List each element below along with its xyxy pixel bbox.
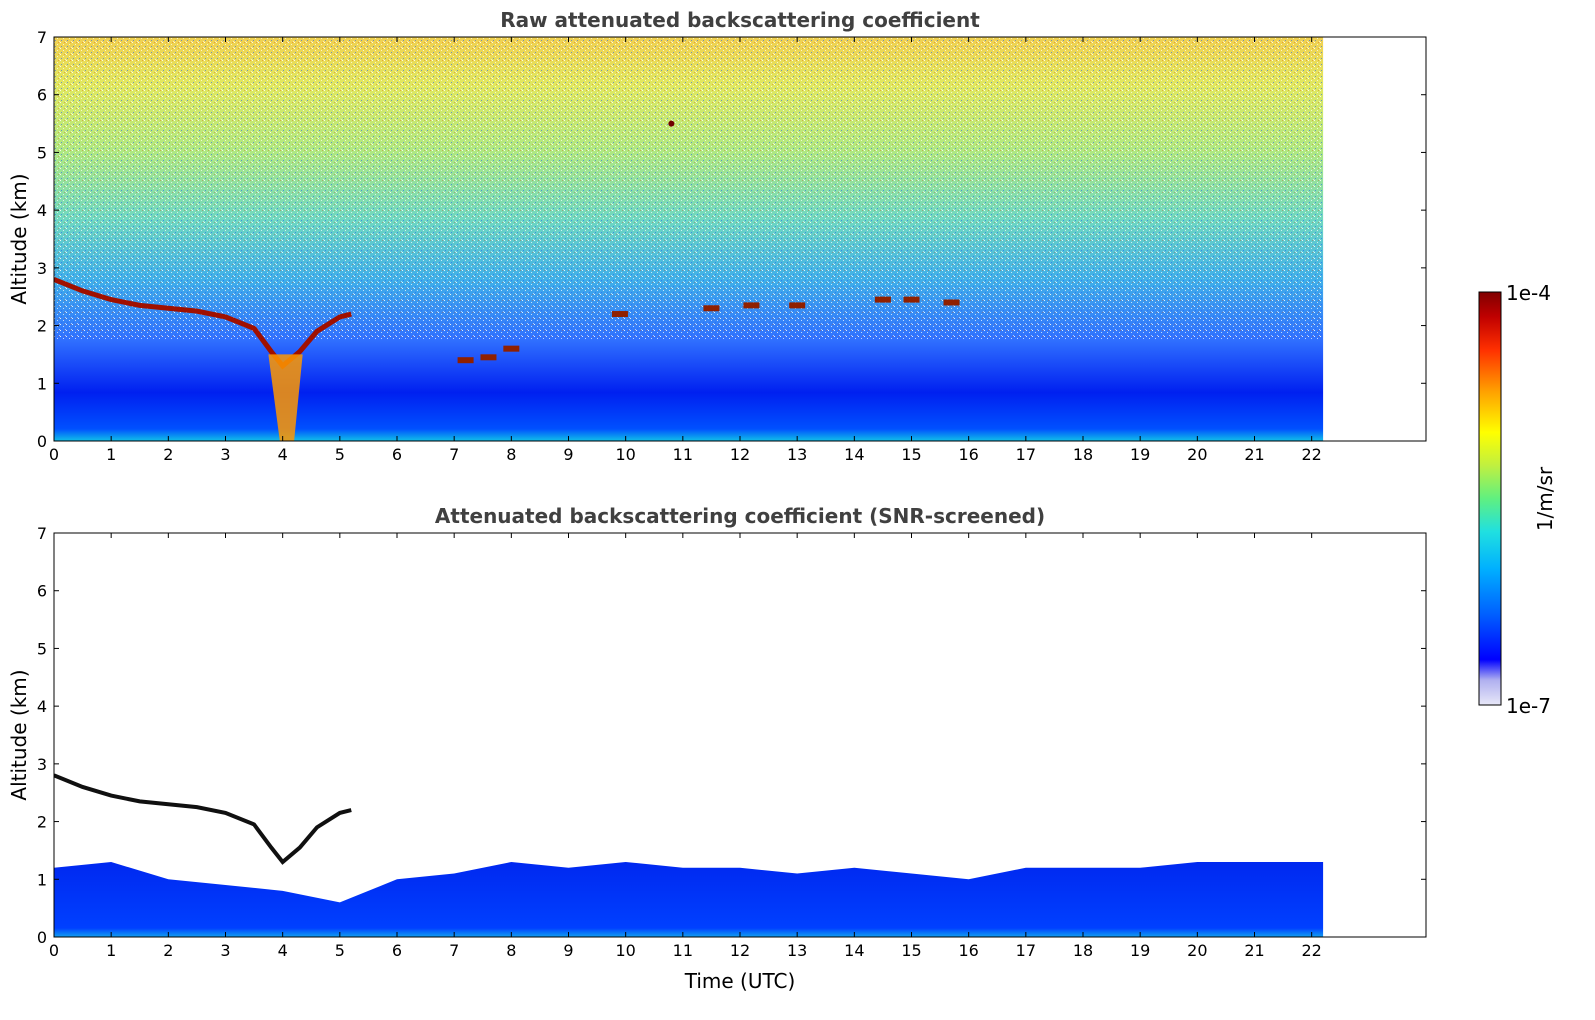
y-tick-label: 5	[37, 639, 47, 658]
x-tick-label: 17	[1016, 445, 1036, 464]
mid-cloud	[943, 299, 960, 306]
y-tick-label: 0	[37, 928, 47, 947]
colorbar-label: 1/m/sr	[1533, 466, 1557, 531]
colorbar: 1e-4 1e-7 1/m/sr	[1478, 281, 1557, 718]
precipitation-shaft	[268, 354, 303, 441]
y-tick-label: 3	[37, 755, 47, 774]
x-tick-label: 11	[673, 445, 693, 464]
x-tick-label: 15	[901, 941, 921, 960]
colorbar-max-label: 1e-4	[1506, 281, 1551, 305]
y-tick-label: 6	[37, 582, 47, 601]
x-tick-label: 19	[1130, 445, 1150, 464]
boundary-layer	[54, 861, 1324, 937]
panel-raw-title: Raw attenuated backscattering coefficien…	[500, 8, 980, 32]
mid-cloud	[457, 357, 474, 364]
x-tick-label: 5	[335, 941, 345, 960]
x-tick-label: 18	[1073, 445, 1093, 464]
mid-cloud	[789, 302, 806, 309]
raw-noise	[54, 37, 1324, 340]
x-tick-label: 11	[673, 941, 693, 960]
x-tick-label: 14	[844, 941, 864, 960]
mid-cloud	[480, 354, 497, 361]
panel-screened-heatmap	[54, 773, 1324, 937]
panel-raw-ylabel: Altitude (km)	[7, 173, 31, 304]
x-tick-label: 17	[1016, 941, 1036, 960]
x-tick-label: 4	[278, 941, 288, 960]
y-tick-label: 5	[37, 143, 47, 162]
x-tick-label: 0	[49, 941, 59, 960]
x-tick-label: 12	[730, 941, 750, 960]
x-tick-label: 0	[49, 445, 59, 464]
x-tick-label: 20	[1187, 941, 1207, 960]
x-tick-label: 1	[106, 941, 116, 960]
mid-cloud	[611, 311, 628, 318]
panel-screened-title: Attenuated backscattering coefficient (S…	[435, 504, 1045, 528]
x-tick-label: 5	[335, 445, 345, 464]
x-tick-label: 7	[449, 445, 459, 464]
x-tick-label: 16	[958, 941, 978, 960]
mid-cloud	[703, 305, 720, 312]
panel-raw-axes: 0 1 2 3 4 5 6 7 8 9 10 11 12 13 14 15 16 17 18 19 20 21 220123…	[37, 28, 1426, 464]
x-tick-label: 13	[787, 941, 807, 960]
x-tick-label: 21	[1244, 941, 1264, 960]
panel-raw-heatmap	[54, 37, 1324, 441]
x-tick-label: 15	[901, 445, 921, 464]
colorbar-min-label: 1e-7	[1506, 694, 1551, 718]
x-tick-label: 10	[615, 941, 635, 960]
x-tick-label: 22	[1301, 445, 1321, 464]
y-tick-label: 4	[37, 697, 47, 716]
x-tick-label: 20	[1187, 445, 1207, 464]
mid-cloud	[903, 296, 920, 303]
x-tick-label: 16	[958, 445, 978, 464]
x-tick-label: 9	[563, 445, 573, 464]
isolated-cloud	[668, 120, 675, 127]
x-tick-label: 21	[1244, 445, 1264, 464]
x-tick-label: 10	[615, 445, 635, 464]
x-tick-label: 18	[1073, 941, 1093, 960]
panel-screened-xlabel: Time (UTC)	[684, 969, 796, 993]
panel-screened: Attenuated backscattering coefficient (S…	[7, 504, 1427, 993]
y-tick-label: 2	[37, 813, 47, 832]
x-tick-label: 3	[220, 445, 230, 464]
mid-cloud	[503, 345, 520, 352]
panel-screened-ylabel: Altitude (km)	[7, 669, 31, 800]
x-tick-label: 14	[844, 445, 864, 464]
x-tick-label: 2	[163, 445, 173, 464]
screened-cloud-layer	[54, 773, 352, 865]
cloud-layer	[54, 277, 352, 370]
y-tick-label: 7	[37, 524, 47, 543]
y-tick-label: 0	[37, 432, 47, 451]
x-tick-label: 6	[392, 445, 402, 464]
x-tick-label: 1	[106, 445, 116, 464]
x-tick-label: 4	[278, 445, 288, 464]
y-tick-label: 7	[37, 28, 47, 47]
mid-cloud	[874, 296, 891, 303]
y-tick-label: 2	[37, 317, 47, 336]
y-tick-label: 6	[37, 86, 47, 105]
x-tick-label: 8	[506, 445, 516, 464]
y-tick-label: 4	[37, 201, 47, 220]
mid-cloud	[743, 302, 760, 309]
y-tick-label: 1	[37, 374, 47, 393]
y-tick-label: 1	[37, 870, 47, 889]
x-tick-label: 13	[787, 445, 807, 464]
panel-raw: Raw attenuated backscattering coefficien…	[7, 8, 1427, 464]
x-tick-label: 22	[1301, 941, 1321, 960]
x-tick-label: 6	[392, 941, 402, 960]
y-tick-label: 3	[37, 259, 47, 278]
x-tick-label: 8	[506, 941, 516, 960]
x-tick-label: 3	[220, 941, 230, 960]
x-tick-label: 7	[449, 941, 459, 960]
colorbar-gradient	[1478, 291, 1502, 706]
panel-screened-axes: 0 1 2 3 4 5 6 7 8 9 10 11 12 13 14 15 16 17 18 19 20 21 220123…	[37, 524, 1426, 960]
x-tick-label: 2	[163, 941, 173, 960]
x-tick-label: 12	[730, 445, 750, 464]
x-tick-label: 9	[563, 941, 573, 960]
x-tick-label: 19	[1130, 941, 1150, 960]
